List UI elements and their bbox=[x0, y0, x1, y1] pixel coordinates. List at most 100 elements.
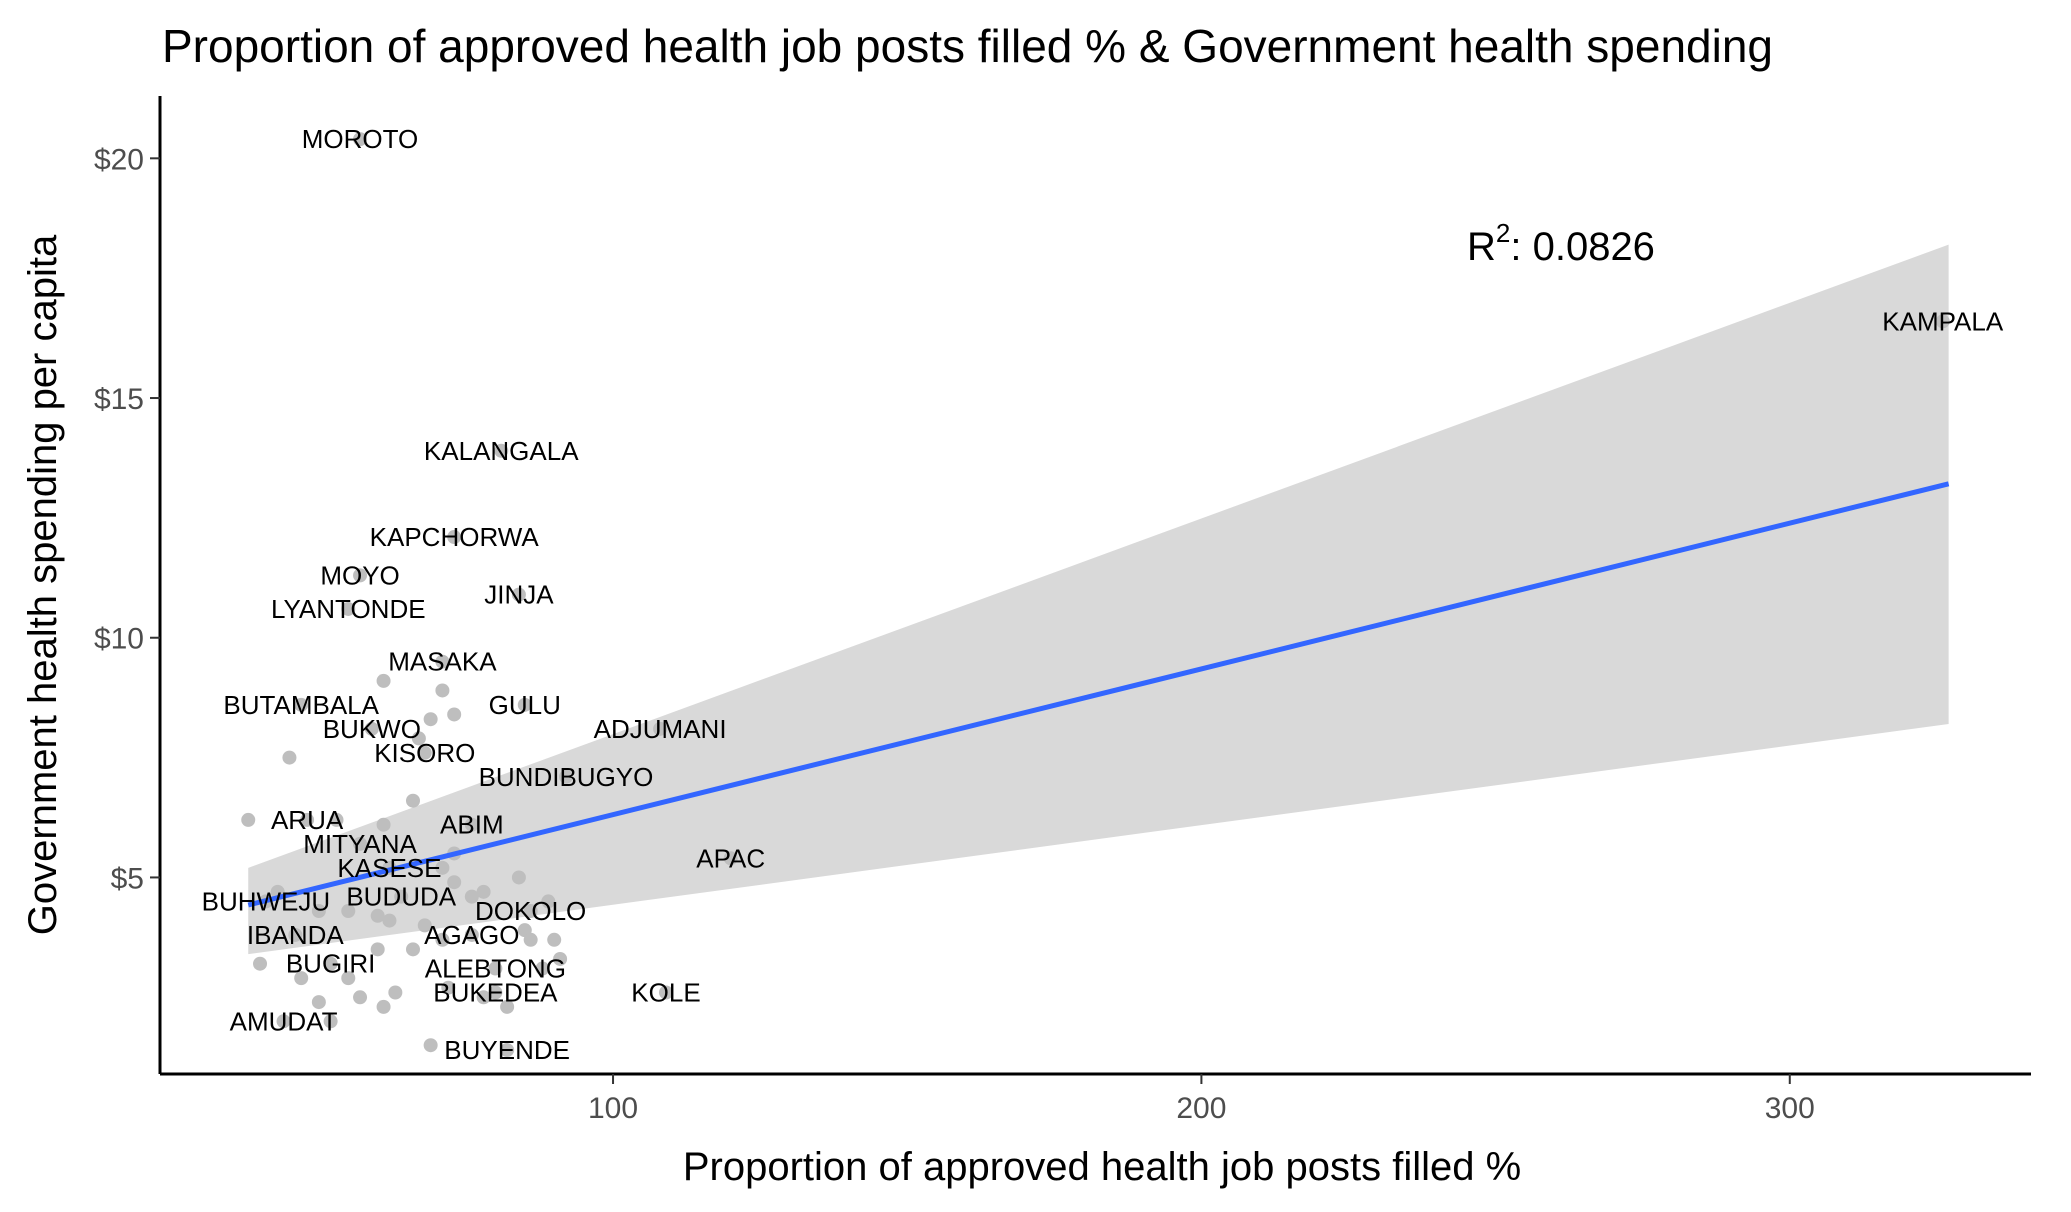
x-tick-label: 200 bbox=[1176, 1092, 1226, 1125]
point-label-kalangala: KALANGALA bbox=[424, 436, 579, 466]
scatter-point bbox=[329, 812, 344, 827]
scatter-point bbox=[294, 697, 309, 712]
y-tick-label: $15 bbox=[94, 383, 144, 416]
scatter-point bbox=[311, 904, 326, 918]
scatter-point bbox=[435, 932, 450, 947]
scatter-point bbox=[341, 601, 356, 616]
scatter-point bbox=[276, 1014, 291, 1029]
axis-ticks: 100 200 300 $5 $10 $15 $20 bbox=[94, 143, 1815, 1125]
scatter-point bbox=[488, 985, 503, 1000]
confidence-band bbox=[248, 244, 1949, 955]
plot-area: MOROTO KAMPALA KALANGALA KAPCHORWA MOYO JINJA… bbox=[202, 124, 2004, 1065]
point-label-amudat: AMUDAT bbox=[230, 1006, 338, 1036]
scatter-point bbox=[394, 889, 409, 904]
scatter-point bbox=[447, 530, 462, 545]
point-label-buhweju: BUHWEJU bbox=[202, 886, 331, 916]
scatter-point bbox=[411, 731, 426, 746]
scatter-point bbox=[341, 904, 356, 918]
scatter-point bbox=[447, 875, 462, 890]
point-label-moroto: MOROTO bbox=[302, 124, 419, 154]
point-label-bugiri: BUGIRI bbox=[286, 949, 376, 979]
point-label-lyantonde: LYANTONDE bbox=[271, 594, 426, 624]
y-axis-title: Government health spending per capita bbox=[21, 234, 65, 935]
point-label-apac: APAC bbox=[696, 843, 765, 873]
scatter-point bbox=[405, 793, 420, 808]
scatter-point bbox=[494, 443, 509, 458]
scatter-point bbox=[500, 1043, 515, 1058]
scatter-point bbox=[435, 654, 450, 669]
r-squared-value: : 0.0826 bbox=[1510, 225, 1655, 269]
scatter-point bbox=[353, 568, 368, 583]
point-label-moyo: MOYO bbox=[320, 560, 399, 590]
point-label-bundibugyo: BUNDIBUGYO bbox=[479, 762, 654, 792]
scatter-point bbox=[341, 971, 356, 986]
point-label-agago: AGAGO bbox=[424, 920, 519, 950]
point-label-bukwo: BUKWO bbox=[323, 714, 421, 744]
scatter-point bbox=[464, 817, 479, 832]
scatter-point bbox=[476, 884, 491, 899]
scatter-point bbox=[488, 961, 503, 976]
point-label-kole: KOLE bbox=[631, 978, 700, 1008]
scatter-point bbox=[353, 990, 368, 1005]
scatter-point bbox=[376, 999, 391, 1014]
r-squared-label: R2: 0.0826 bbox=[1467, 218, 1655, 269]
scatter-point bbox=[541, 894, 556, 909]
point-label-jinja: JINJA bbox=[484, 580, 554, 610]
scatter-point bbox=[1935, 314, 1950, 329]
point-label-buyende: BUYENDE bbox=[444, 1035, 570, 1065]
scatter-point bbox=[370, 942, 385, 957]
point-label-kapchorwa: KAPCHORWA bbox=[370, 522, 540, 552]
scatter-point bbox=[300, 812, 315, 827]
scatter-point bbox=[417, 745, 432, 760]
scatter-point bbox=[382, 913, 397, 928]
x-tick-label: 100 bbox=[588, 1092, 638, 1125]
scatter-point bbox=[523, 904, 538, 918]
scatter-point bbox=[323, 956, 338, 971]
scatter-point bbox=[441, 980, 456, 995]
scatter-point bbox=[353, 836, 368, 851]
scatter-point bbox=[553, 951, 568, 966]
scatter-point bbox=[323, 1014, 338, 1029]
scatter-point bbox=[370, 908, 385, 923]
point-label-kampala: KAMPALA bbox=[1882, 306, 2004, 336]
scatter-point bbox=[294, 971, 309, 986]
point-label-bukedea: BUKEDEA bbox=[433, 978, 558, 1008]
scatter-point bbox=[464, 927, 479, 942]
point-label-butambala: BUTAMBALA bbox=[223, 690, 379, 720]
point-label-mityana: MITYANA bbox=[303, 829, 417, 859]
scatter-point bbox=[311, 995, 326, 1010]
y-tick-label: $10 bbox=[94, 623, 144, 656]
trend-line bbox=[247, 481, 1950, 908]
scatter-point bbox=[364, 721, 379, 736]
scatter-point bbox=[500, 999, 515, 1014]
scatter-point bbox=[423, 712, 438, 727]
r-squared-r: R bbox=[1467, 225, 1496, 269]
point-label-masaka: MASAKA bbox=[388, 647, 497, 677]
scatter-point bbox=[435, 860, 450, 875]
scatter-point bbox=[388, 985, 403, 1000]
scatter-point bbox=[723, 851, 738, 866]
scatter-point bbox=[476, 990, 491, 1005]
point-label-abim: ABIM bbox=[440, 810, 504, 840]
point-label-ibanda: IBANDA bbox=[247, 920, 344, 950]
scatter-point bbox=[511, 870, 526, 885]
point-label-bududa: BUDUDA bbox=[346, 882, 456, 912]
scatter-point bbox=[423, 1038, 438, 1053]
point-label-kisoro: KISORO bbox=[374, 738, 475, 768]
scatter-point bbox=[353, 132, 368, 147]
point-label-adjumani: ADJUMANI bbox=[594, 714, 727, 744]
scatter-point bbox=[241, 812, 256, 827]
r-squared-exponent: 2 bbox=[1496, 218, 1510, 248]
chart-title: Proportion of approved health job posts … bbox=[162, 20, 1773, 72]
y-tick-label: $5 bbox=[111, 862, 144, 895]
scatter-point bbox=[417, 918, 432, 933]
scatter-point bbox=[511, 587, 526, 602]
scatter-point bbox=[288, 927, 303, 942]
scatter-point bbox=[658, 985, 673, 1000]
scatter-point bbox=[435, 683, 450, 698]
x-tick-label: 300 bbox=[1765, 1092, 1815, 1125]
x-axis-title: Proportion of approved health job posts … bbox=[683, 1145, 1521, 1189]
scatter-point bbox=[558, 769, 573, 784]
scatter-point bbox=[282, 750, 297, 765]
